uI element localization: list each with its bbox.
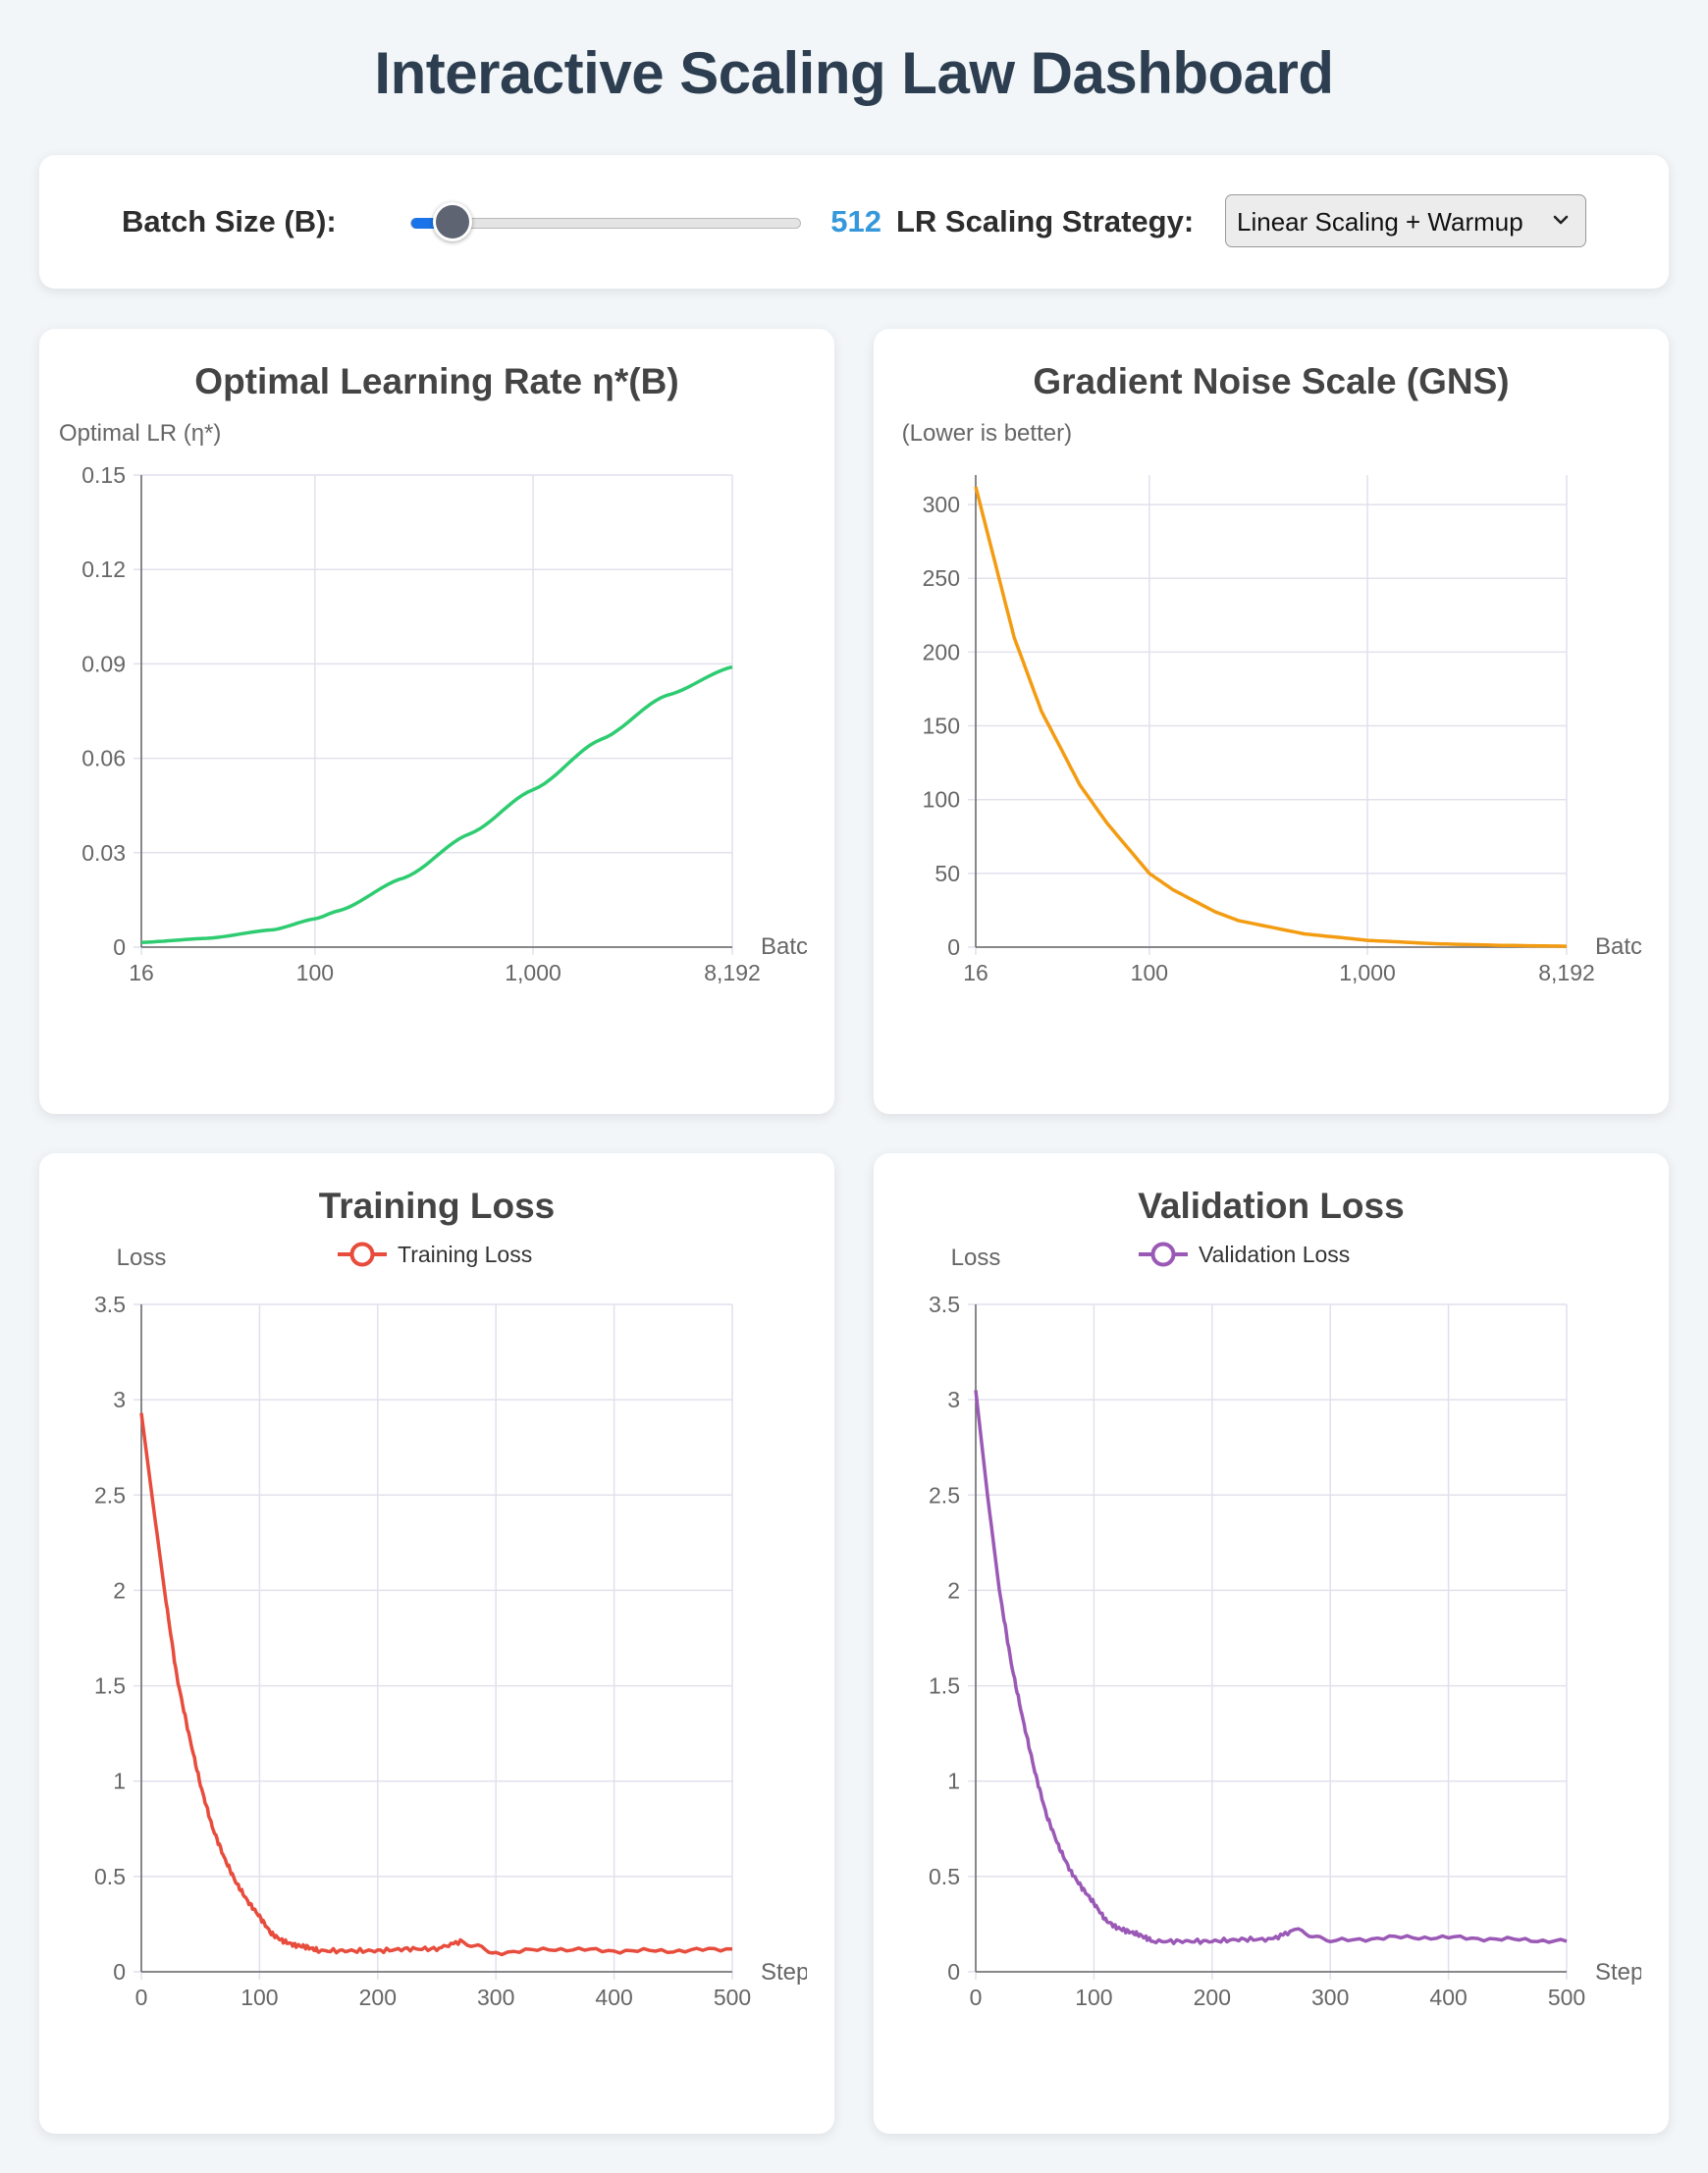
y-tick-label: 0.5 <box>94 1864 126 1889</box>
training-loss-line <box>139 1412 733 1957</box>
y-tick-label: 0 <box>947 1959 960 1985</box>
lr-series-line <box>140 664 733 944</box>
validation-loss-title: Validation Loss <box>1138 1186 1404 1226</box>
validation-x-axis-title: Steps <box>1595 1959 1655 1986</box>
validation-loss-line <box>974 1390 1568 1945</box>
batch-size-slider[interactable] <box>410 202 801 241</box>
page-title: Interactive Scaling Law Dashboard <box>374 40 1334 106</box>
x-tick-label: 400 <box>595 1985 632 2010</box>
x-tick-label: 16 <box>129 960 154 985</box>
training-x-axis-title: Steps <box>761 1959 821 1986</box>
training-y-axis-title: Loss <box>117 1245 167 1271</box>
lr-x-axis-title: Batch Size <box>761 933 834 960</box>
x-tick-label: 1,000 <box>1339 960 1396 985</box>
gns-chart-title: Gradient Noise Scale (GNS) <box>1033 361 1509 401</box>
lr-chart-title: Optimal Learning Rate η*(B) <box>194 361 678 401</box>
slider-thumb[interactable] <box>432 202 472 241</box>
lr-chart: Optimal Learning Rate η*(B) Optimal LR (… <box>59 361 834 985</box>
training-loss-legend-label: Training Loss <box>398 1242 532 1267</box>
x-tick-label: 8,192 <box>704 960 761 985</box>
y-tick-label: 1.5 <box>929 1673 960 1699</box>
training-loss-card: Training Loss Training Loss Loss Steps 0… <box>39 1153 834 2134</box>
y-tick-label: 50 <box>934 861 960 886</box>
gns-x-axis-title: Batch Size <box>1595 933 1669 960</box>
x-tick-label: 400 <box>1429 1985 1467 2010</box>
x-tick-label: 0 <box>970 1985 983 2010</box>
lr-y-axis-title: Optimal LR (η*) <box>59 420 221 447</box>
legend-marker-icon <box>1150 1242 1176 1267</box>
y-tick-label: 0.06 <box>81 746 126 771</box>
validation-loss-legend[interactable]: Validation Loss <box>1139 1242 1350 1267</box>
lr-strategy-select[interactable]: Linear Scaling + Warmup <box>1225 194 1586 247</box>
y-tick-label: 150 <box>923 714 960 739</box>
x-tick-label: 100 <box>1131 960 1168 985</box>
y-tick-label: 250 <box>923 565 960 591</box>
y-tick-label: 0.12 <box>81 556 126 582</box>
x-tick-label: 8,192 <box>1538 960 1595 985</box>
validation-loss-card: Validation Loss Validation Loss Loss Ste… <box>874 1153 1669 2134</box>
y-tick-label: 300 <box>923 492 960 517</box>
x-tick-label: 100 <box>240 1985 278 2010</box>
y-tick-label: 2.5 <box>929 1482 960 1508</box>
y-tick-label: 2.5 <box>94 1482 126 1508</box>
x-tick-label: 16 <box>963 960 988 985</box>
gns-y-axis-title: GNS (Lower is better) <box>874 420 1072 447</box>
x-tick-label: 500 <box>1548 1985 1585 2010</box>
gns-chart: Gradient Noise Scale (GNS) GNS (Lower is… <box>874 361 1669 985</box>
y-tick-label: 3 <box>947 1387 960 1412</box>
y-tick-label: 100 <box>923 787 960 813</box>
training-loss-chart: Training Loss Training Loss Loss Steps 0… <box>94 1186 821 2010</box>
lr-strategy-selected: Linear Scaling + Warmup <box>1237 207 1523 237</box>
y-tick-label: 3.5 <box>929 1292 960 1317</box>
x-tick-label: 200 <box>359 1985 397 2010</box>
y-tick-label: 3 <box>113 1387 126 1412</box>
y-tick-label: 2 <box>947 1577 960 1603</box>
x-tick-label: 100 <box>1075 1985 1112 2010</box>
training-loss-title: Training Loss <box>319 1186 556 1226</box>
x-tick-label: 500 <box>714 1985 751 2010</box>
training-loss-legend[interactable]: Training Loss <box>338 1242 532 1267</box>
y-tick-label: 0.5 <box>929 1864 960 1889</box>
gns-chart-card: Gradient Noise Scale (GNS) GNS (Lower is… <box>874 329 1669 1114</box>
controls-panel: Batch Size (B): 512 LR Scaling Strategy:… <box>39 155 1669 289</box>
x-tick-label: 1,000 <box>505 960 561 985</box>
y-tick-label: 0 <box>113 1959 126 1985</box>
validation-y-axis-title: Loss <box>951 1245 1001 1271</box>
x-tick-label: 100 <box>296 960 334 985</box>
gns-series-line <box>974 486 1568 948</box>
batch-size-label: Batch Size (B): <box>122 204 337 238</box>
validation-loss-chart: Validation Loss Validation Loss Loss Ste… <box>929 1186 1655 2010</box>
y-tick-label: 0.15 <box>81 462 126 488</box>
chevron-down-icon <box>1553 215 1569 225</box>
y-tick-label: 1.5 <box>94 1673 126 1699</box>
x-tick-label: 300 <box>1311 1985 1349 2010</box>
y-tick-label: 1 <box>947 1769 960 1794</box>
y-tick-label: 2 <box>113 1577 126 1603</box>
x-tick-label: 0 <box>135 1985 148 2010</box>
batch-size-value: 512 <box>830 204 881 238</box>
y-tick-label: 200 <box>923 639 960 664</box>
y-tick-label: 1 <box>113 1769 126 1794</box>
lr-chart-card: Optimal Learning Rate η*(B) Optimal LR (… <box>39 329 834 1114</box>
y-tick-label: 0.09 <box>81 651 126 676</box>
y-tick-label: 0 <box>113 934 126 960</box>
legend-marker-icon <box>349 1242 375 1267</box>
y-tick-label: 0.03 <box>81 840 126 866</box>
y-tick-label: 3.5 <box>94 1292 126 1317</box>
x-tick-label: 300 <box>477 1985 514 2010</box>
y-tick-label: 0 <box>947 934 960 960</box>
x-tick-label: 200 <box>1194 1985 1231 2010</box>
lr-strategy-label: LR Scaling Strategy: <box>896 204 1195 238</box>
validation-loss-legend-label: Validation Loss <box>1199 1242 1350 1267</box>
